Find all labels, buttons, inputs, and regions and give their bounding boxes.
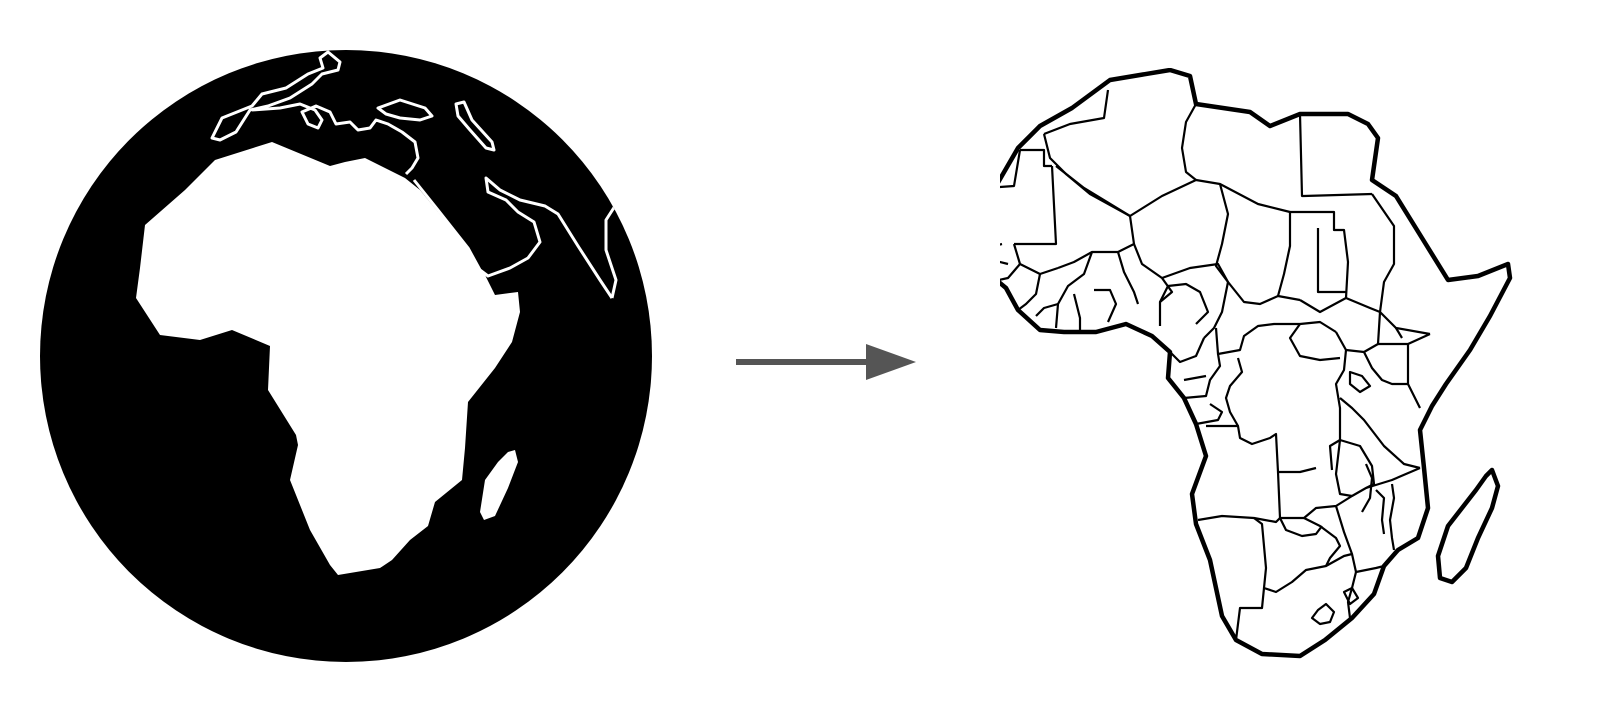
balkan-outline [376, 98, 434, 122]
red-sea-outline [412, 176, 614, 299]
country-borders [1000, 89, 1471, 641]
globe-africa-icon [40, 50, 652, 662]
madagascar-outline [1435, 467, 1501, 585]
arrow-right-icon [732, 338, 956, 386]
caspian-outline [454, 100, 496, 152]
africa-continent-outline [1000, 68, 1513, 659]
europe-outline [210, 50, 342, 142]
africa-political-map-icon [1000, 68, 1570, 688]
madagascar-landmass [480, 450, 518, 520]
persian-gulf-outline [604, 205, 618, 299]
africa-landmass [136, 142, 520, 575]
arrow-head [866, 344, 916, 380]
europe-peninsula-outline [251, 102, 420, 176]
